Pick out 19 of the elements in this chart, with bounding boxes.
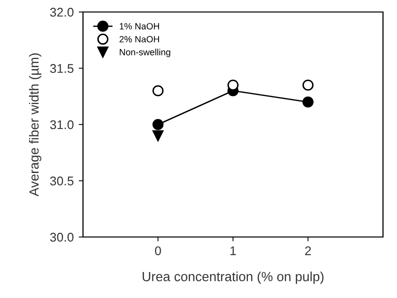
legend-label: 2% NaOH [120,36,160,42]
x-axis-title: Urea concentration (% on pulp) [142,272,324,284]
y-axis-title: Average fiber width (µm) [29,53,42,196]
point [302,80,314,91]
x-tick-label: 0 [155,246,161,256]
point [302,96,314,108]
legend-label: Non-swelling [120,48,170,58]
y-tick-label: 31.0 [50,120,74,130]
legend-label: 1% NaOH [120,23,160,30]
x-tick-label: 1 [230,246,236,256]
y-tick-label: 30.5 [50,176,74,186]
point [152,130,164,142]
y-tick-label: 31.5 [50,64,74,73]
y-tick-label: 32.0 [50,8,74,17]
point [227,80,239,91]
point [152,85,164,96]
point [152,118,164,130]
y-tick-label: 30.0 [50,232,74,242]
x-tick-label: 2 [305,246,311,256]
